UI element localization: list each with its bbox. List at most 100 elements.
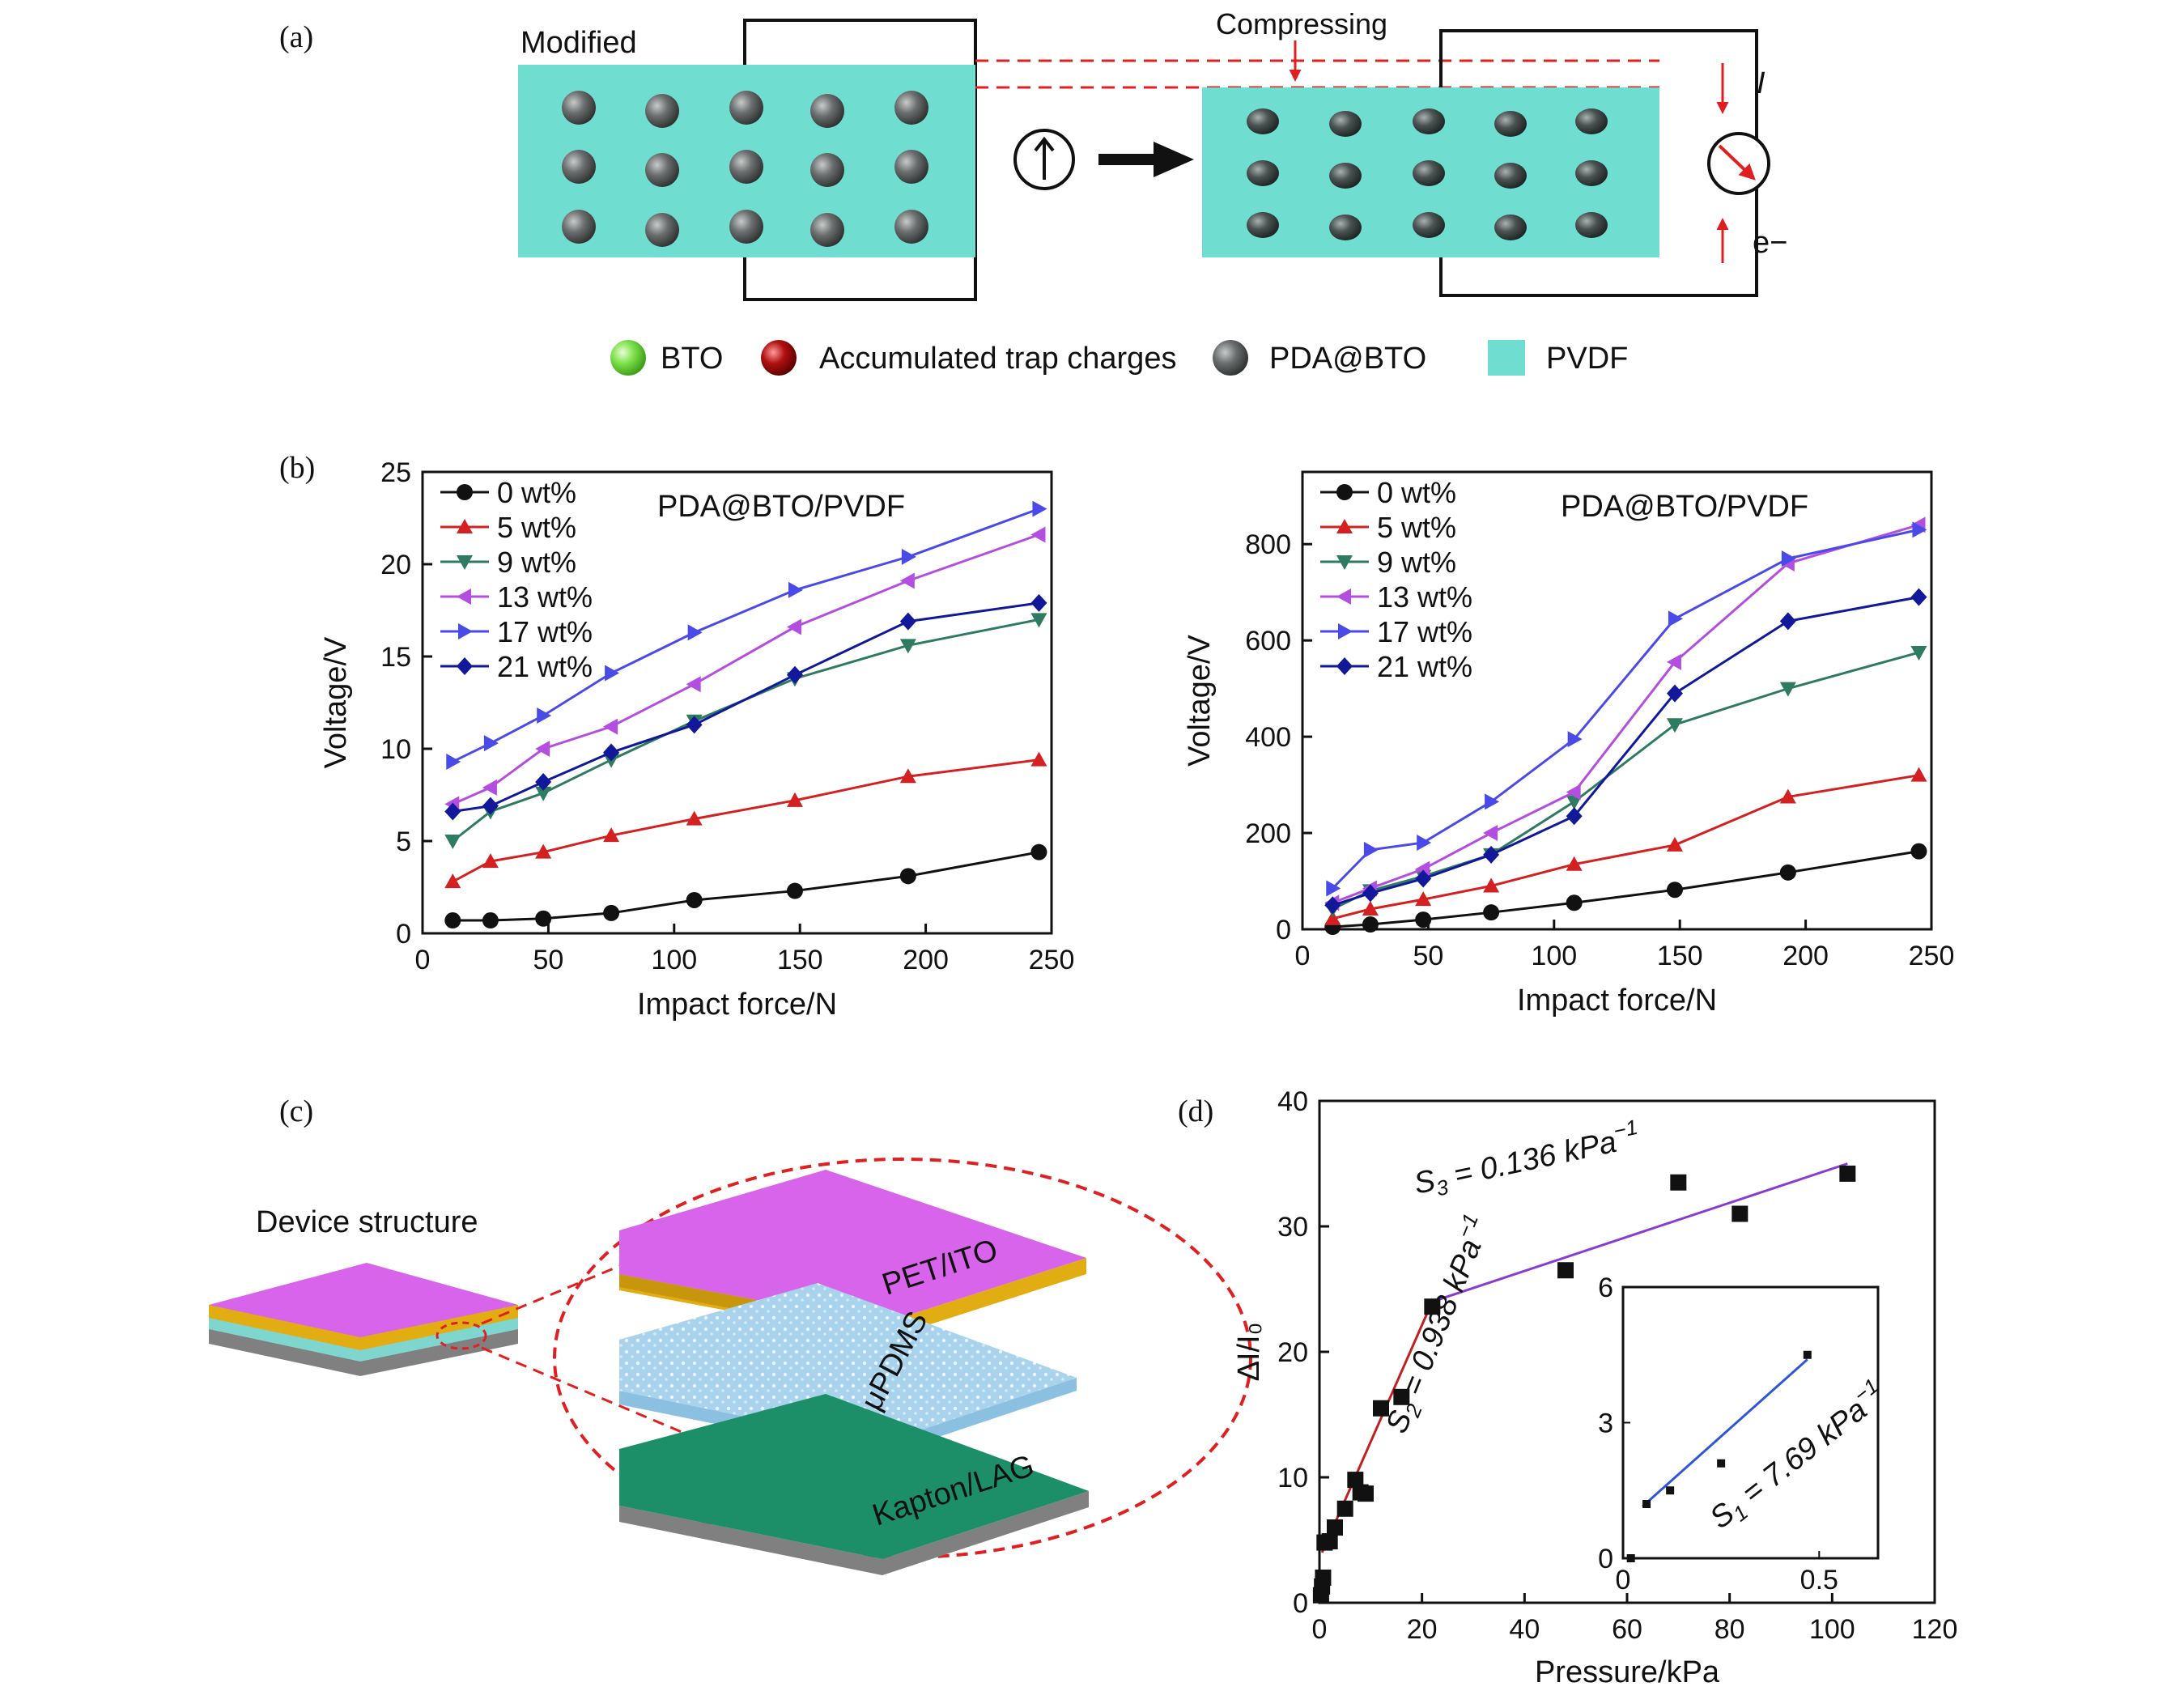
x-tick-label: 250 xyxy=(1029,945,1075,975)
inset-x-tick-label: 0 xyxy=(1616,1565,1631,1595)
x-tick-label: 250 xyxy=(1909,941,1955,971)
x-tick-label: 200 xyxy=(1782,941,1829,971)
y-tick-label: 40 xyxy=(1277,1086,1308,1117)
data-point xyxy=(788,581,803,598)
pda-bto-particle-icon xyxy=(810,213,844,247)
inset-data-point xyxy=(1803,1350,1812,1359)
x-tick-label: 20 xyxy=(1407,1614,1438,1645)
data-point xyxy=(1566,856,1583,871)
data-point xyxy=(446,753,461,770)
data-point xyxy=(457,657,473,675)
data-point xyxy=(1424,1298,1441,1315)
layer-kapton-lag xyxy=(619,1394,1089,1575)
data-point xyxy=(603,718,618,735)
data-point xyxy=(686,891,703,908)
particles-left xyxy=(562,91,928,247)
pda-bto-particle-compressed-icon xyxy=(1494,163,1527,189)
data-point xyxy=(482,779,497,796)
bto-sphere-icon xyxy=(610,340,646,376)
series-line xyxy=(1332,651,1919,911)
data-point xyxy=(1566,784,1581,801)
data-point xyxy=(1666,836,1683,852)
data-point xyxy=(786,618,801,635)
chart-title: PDA@BTO/PVDF xyxy=(657,490,905,524)
inset-data-point xyxy=(1717,1459,1726,1468)
y-tick-label: 0 xyxy=(1293,1588,1308,1619)
x-tick-label: 100 xyxy=(651,945,697,975)
pda-bto-particle-compressed-icon xyxy=(1575,108,1608,134)
pda-bto-particle-compressed-icon xyxy=(1494,111,1527,137)
data-point xyxy=(1415,869,1432,888)
x-axis-label: Impact force/N xyxy=(637,988,837,1022)
x-tick-label: 150 xyxy=(777,945,823,975)
series-line xyxy=(452,533,1039,805)
data-point xyxy=(1030,613,1047,628)
annotation-s3: S3 = 0.136 kPa−1 xyxy=(1410,1115,1644,1205)
legend-trap-charges: Accumulated trap charges xyxy=(819,342,1176,376)
data-point xyxy=(1910,646,1927,661)
data-point xyxy=(1566,807,1583,826)
electron-label: e− xyxy=(1753,226,1787,260)
data-point xyxy=(482,912,499,929)
data-point xyxy=(1566,894,1583,911)
pda-bto-particle-icon xyxy=(894,91,928,125)
series-line xyxy=(453,851,1039,922)
inset-frame xyxy=(1621,1285,1880,1560)
y-axis-label: Voltage/V xyxy=(1183,635,1217,767)
pda-bto-particle-compressed-icon xyxy=(1413,212,1445,238)
data-point xyxy=(1030,751,1047,767)
x-tick-label: 50 xyxy=(533,945,563,975)
data-point xyxy=(1336,484,1353,500)
series-line xyxy=(452,618,1039,843)
data-point xyxy=(457,519,473,533)
data-point xyxy=(1779,864,1796,881)
legend-label: 5 wt% xyxy=(1377,511,1456,544)
pda-bto-particle-icon xyxy=(562,210,596,244)
x-tick-label: 100 xyxy=(1809,1614,1855,1645)
data-point xyxy=(458,623,473,639)
series-line xyxy=(1332,523,1919,904)
data-point xyxy=(1393,1388,1410,1405)
panel-label-d: (d) xyxy=(1178,1094,1213,1128)
data-point xyxy=(686,676,701,693)
pda-bto-particle-compressed-icon xyxy=(1247,160,1279,186)
data-point xyxy=(1779,612,1796,631)
process-arrowhead-icon xyxy=(1154,142,1194,177)
data-point xyxy=(1362,901,1379,916)
panel-a-schematic: (a) Modified Compressing I e− BTO xyxy=(279,7,1787,376)
data-point xyxy=(603,904,620,921)
data-point xyxy=(535,741,550,757)
data-point xyxy=(1731,1205,1748,1222)
data-point xyxy=(786,792,803,807)
data-point xyxy=(1321,1533,1338,1550)
data-point xyxy=(1326,880,1341,897)
pda-bto-particle-icon xyxy=(562,150,596,184)
data-point xyxy=(1324,910,1341,925)
series-line xyxy=(1332,596,1919,907)
chart-b-right: 0 50 100 150 200 250 0 200 400 600 800 Impact force… xyxy=(1183,470,1955,1018)
pda-bto-sphere-icon xyxy=(1213,340,1248,376)
y-tick-label: 800 xyxy=(1245,529,1291,560)
data-point xyxy=(899,572,915,589)
inset-data-point xyxy=(1666,1486,1675,1495)
x-tick-label: 80 xyxy=(1714,1614,1745,1645)
plot-frame xyxy=(421,470,1053,935)
y-tick-label: 20 xyxy=(380,550,411,580)
data-point xyxy=(899,612,916,631)
x-tick-label: 150 xyxy=(1657,941,1703,971)
y-axis-label: Voltage/V xyxy=(319,636,353,768)
series-line xyxy=(1332,850,1919,928)
data-point xyxy=(1668,610,1683,627)
data-point xyxy=(1910,767,1927,782)
pda-bto-particle-icon xyxy=(810,153,844,187)
pda-bto-particle-icon xyxy=(894,150,928,184)
data-point xyxy=(1781,550,1796,567)
x-tick-label: 40 xyxy=(1509,1614,1540,1645)
y-tick-label: 30 xyxy=(1277,1212,1308,1243)
data-point xyxy=(1336,1500,1353,1517)
legend-label: 13 wt% xyxy=(1377,580,1472,614)
data-point xyxy=(1336,555,1353,570)
y-tick-label: 0 xyxy=(1276,915,1291,945)
legend-label: 0 wt% xyxy=(497,476,576,509)
